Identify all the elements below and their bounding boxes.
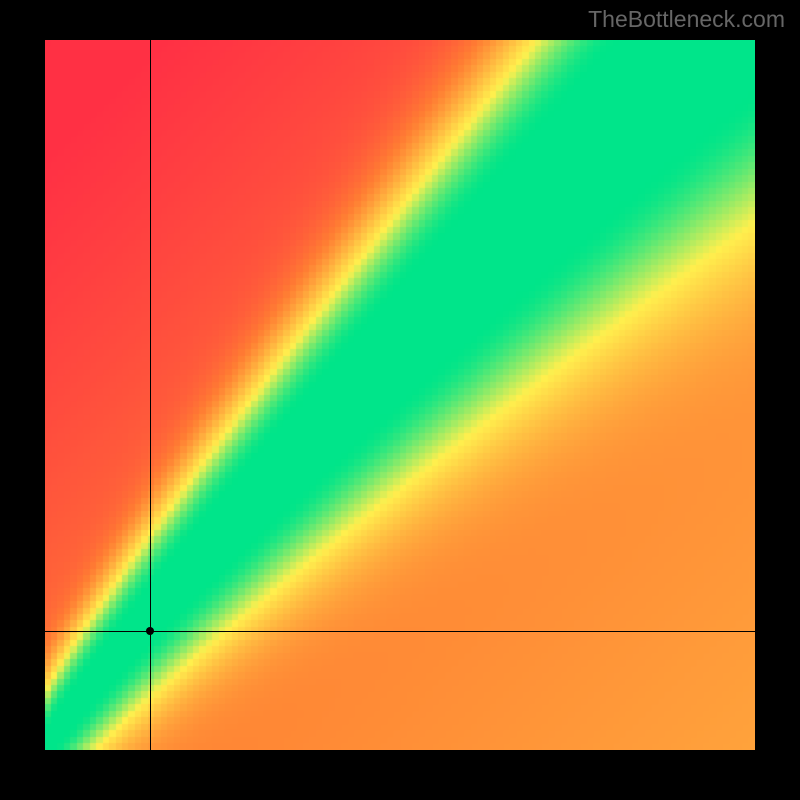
plot-frame: [45, 40, 755, 750]
crosshair-vertical: [150, 40, 151, 750]
watermark-text: TheBottleneck.com: [588, 6, 785, 33]
marker-dot: [146, 627, 154, 635]
heatmap-canvas: [45, 40, 755, 750]
chart-container: TheBottleneck.com: [0, 0, 800, 800]
